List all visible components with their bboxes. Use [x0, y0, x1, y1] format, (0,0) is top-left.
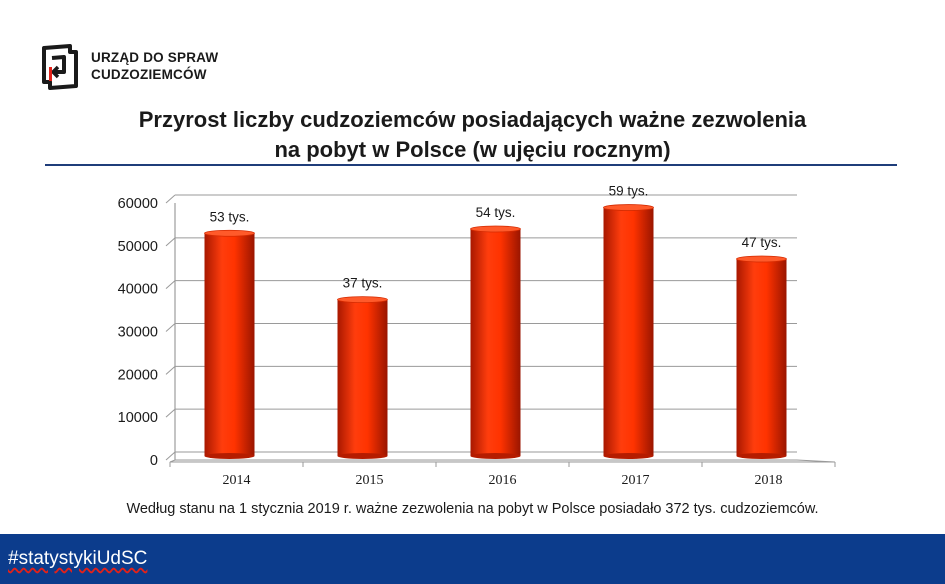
x-tick-label: 2017: [622, 473, 650, 488]
footer-bar: #statystykiUdSC: [0, 534, 945, 584]
gridline-depth: [165, 194, 176, 204]
logo-line-2: CUDZOZIEMCÓW: [91, 67, 207, 82]
bar-base: [736, 453, 787, 459]
data-label: 54 tys.: [476, 205, 516, 220]
bar-top: [337, 296, 388, 304]
logo: URZĄD DO SPRAW CUDZOZIEMCÓW: [40, 42, 240, 92]
data-label: 47 tys.: [742, 235, 782, 250]
data-label: 59 tys.: [609, 184, 649, 199]
y-tick-label: 10000: [118, 410, 158, 426]
y-tick-label: 30000: [118, 325, 158, 341]
bar-base: [337, 453, 388, 459]
office-logo-icon: [42, 44, 78, 90]
y-tick-label: 60000: [118, 196, 158, 212]
title-divider: [45, 164, 897, 166]
logo-text: URZĄD DO SPRAW CUDZOZIEMCÓW: [91, 49, 218, 83]
footnote: Według stanu na 1 stycznia 2019 r. ważne…: [126, 501, 819, 517]
gridline-depth: [165, 408, 176, 418]
y-tick-label: 40000: [118, 282, 158, 298]
bar-base: [204, 453, 255, 459]
chart-title-line-1: Przyrost liczby cudzoziemców posiadający…: [138, 107, 807, 132]
y-tick-label: 50000: [118, 239, 158, 255]
chart-title: Przyrost liczby cudzoziemców posiadający…: [0, 105, 945, 165]
bar-top: [603, 204, 654, 211]
gridline-depth: [165, 280, 176, 290]
bar-chart: 0 10000 20000 30000 40000 50000 60000 53 tys. 20…: [118, 184, 836, 488]
y-tick-label: 20000: [118, 367, 158, 383]
chart-title-line-2: na pobyt w Polsce (w ujęciu rocznym): [274, 137, 671, 162]
data-label: 37 tys.: [343, 276, 383, 291]
bar-base: [470, 453, 521, 459]
bar-2015: [337, 299, 388, 456]
x-tick-label: 2016: [489, 473, 517, 488]
bar-2014: [204, 233, 255, 456]
bar-top: [470, 225, 521, 233]
bar-top: [204, 229, 255, 237]
y-tick-label: 0: [150, 453, 158, 469]
x-tick-label: 2018: [755, 473, 783, 488]
hashtag-link[interactable]: #statystykiUdSC: [8, 548, 148, 569]
data-label: 53 tys.: [210, 209, 250, 224]
gridline-depth: [165, 365, 176, 375]
bar-top: [736, 255, 787, 263]
bar-2016: [470, 228, 521, 456]
bar-2017: [603, 207, 654, 456]
logo-red-bar: [49, 67, 52, 81]
gridline-depth: [165, 237, 176, 247]
bar-2018: [736, 258, 787, 456]
bar-base: [603, 453, 654, 459]
gridline-depth: [165, 323, 176, 332]
gridline-depth: [165, 451, 176, 461]
x-tick-label: 2015: [356, 473, 384, 488]
logo-line-1: URZĄD DO SPRAW: [91, 50, 219, 65]
x-tick-label: 2014: [223, 473, 251, 488]
